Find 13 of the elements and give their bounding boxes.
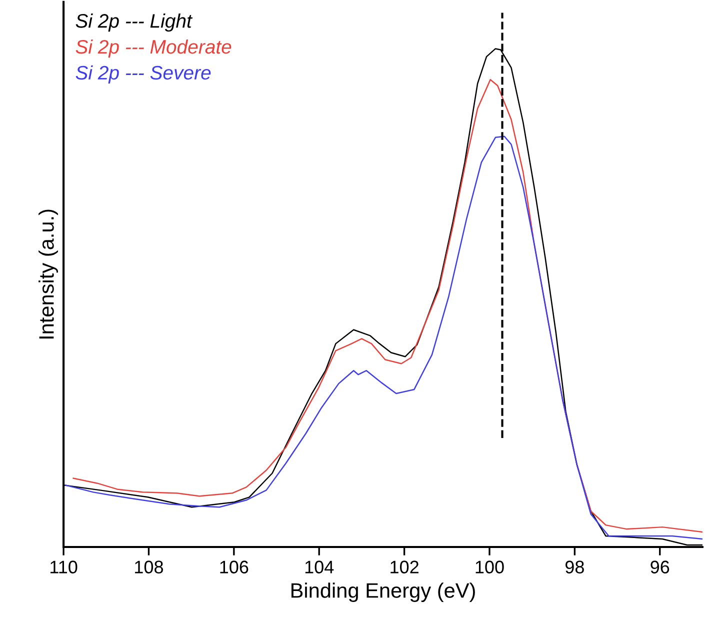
x-tick-label: 98 — [565, 560, 584, 574]
x-tick-label: 102 — [390, 560, 418, 574]
x-tick-label: 100 — [476, 560, 504, 574]
text: Si 2p --- Severe — [76, 65, 211, 84]
text: Si 2p --- Moderate — [76, 39, 232, 58]
y-axis-title: Intensity (a.u.) — [38, 210, 58, 338]
x-tick-label: 104 — [305, 560, 334, 574]
x-tick-label: 106 — [220, 560, 248, 574]
text: Si 2p --- Light — [76, 14, 193, 32]
x-tick-label: 108 — [135, 560, 164, 574]
x-tick-label: 96 — [650, 560, 670, 574]
x-axis-title: Binding Energy (eV) — [292, 582, 475, 602]
x-tick-label: 110 — [50, 560, 78, 574]
